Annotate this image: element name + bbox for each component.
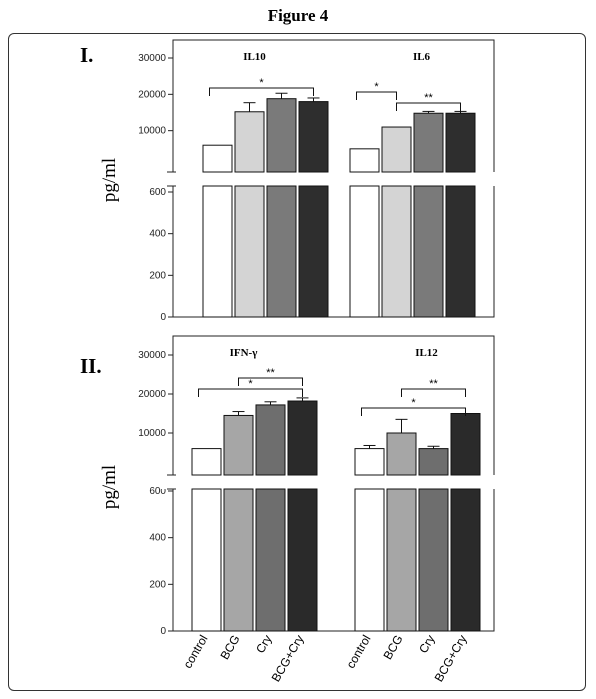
panel2-sig-label: **	[429, 378, 438, 390]
panel2-label: II.	[80, 354, 102, 378]
x-label-Cry: Cry	[416, 633, 437, 656]
panel1-bar-lower-BCG+Cry	[445, 185, 476, 318]
panel1-bar-lower-BCG+Cry	[298, 185, 329, 318]
panel1-bar-Cry	[266, 98, 297, 173]
x-label-control: control	[343, 633, 373, 671]
panel1-ytick-label: 600	[149, 187, 166, 198]
panel1-sig-label: **	[424, 92, 433, 104]
panel2-bar-lower-Cry	[418, 488, 449, 632]
panel1-axis-break	[161, 172, 502, 186]
panel2-bar-lower-BCG	[223, 488, 254, 632]
x-label-BCG+Cry: BCG+Cry	[432, 633, 470, 685]
panel2-ytick-label: 20000	[138, 389, 166, 400]
panel1-bar-BCG+Cry	[445, 112, 476, 173]
panel2-bar-BCG+Cry	[287, 400, 318, 476]
panel2-ylabel: pg/ml	[99, 465, 120, 509]
panel2-bar-lower-control	[354, 488, 385, 632]
panel1-bar-lower-BCG	[381, 185, 412, 318]
panel2-ytick-label: 400	[149, 533, 166, 544]
panel2-sig-label: *	[411, 397, 416, 409]
figure-title: Figure 4	[267, 6, 329, 25]
panel2-bar-lower-BCG+Cry	[450, 488, 481, 632]
panel2-sig-bracket	[401, 388, 466, 397]
panel1-ylabel: pg/ml	[99, 158, 120, 202]
panel2-bar-lower-control	[191, 488, 222, 632]
panel1-sig-label: *	[259, 77, 264, 89]
panel1-group-title: IL6	[413, 51, 431, 63]
panel1-bar-lower-Cry	[266, 185, 297, 318]
panel1-bar-lower-Cry	[413, 185, 444, 318]
panel2-bar-lower-BCG+Cry	[287, 488, 318, 632]
figure-frame	[8, 33, 586, 691]
panel2-ytick-label: 30000	[138, 350, 166, 361]
panel2-ytick-label: 10000	[138, 428, 166, 439]
x-label-BCG: BCG	[217, 633, 242, 663]
panel1-bar-BCG+Cry	[298, 101, 329, 173]
panel1-group-title: IL10	[243, 51, 266, 63]
panel2-ytick-label: 200	[149, 579, 166, 590]
panel2-sig-bracket	[198, 388, 303, 397]
panel2-bar-Cry	[418, 448, 449, 476]
panel1-ytick-label: 20000	[138, 89, 166, 100]
panel2-group-title: IFN-γ	[230, 347, 258, 359]
panel1-sig-bracket	[356, 91, 397, 100]
panel2-bar-control	[191, 448, 222, 476]
x-label-Cry: Cry	[253, 633, 274, 656]
panel2-group-title: IL12	[415, 347, 438, 359]
x-label-BCG: BCG	[380, 633, 405, 663]
panel2-ytick-label: 600	[149, 486, 166, 497]
panel2-sig-label: **	[266, 367, 275, 379]
panel1-bar-Cry	[413, 112, 444, 173]
panel2-bar-lower-Cry	[255, 488, 286, 632]
panel1-bar-BCG	[234, 111, 265, 173]
panel1-bar-BCG	[381, 126, 412, 173]
panel1-bar-lower-BCG	[234, 185, 265, 318]
panel1-bar-lower-control	[349, 185, 380, 318]
x-label-BCG+Cry: BCG+Cry	[269, 633, 307, 685]
panel1-bar-lower-control	[202, 185, 233, 318]
panel1-ytick-label: 400	[149, 229, 166, 240]
panel2-sig-bracket	[361, 407, 466, 416]
panel1-ytick-label: 200	[149, 270, 166, 281]
panel2-ytick-label: 0	[160, 626, 166, 637]
panel2-bar-BCG	[223, 414, 254, 476]
panel2-bar-control	[354, 448, 385, 476]
panel1-sig-bracket	[209, 87, 314, 96]
panel2-axis-break	[161, 475, 502, 489]
panel1-sig-bracket	[396, 102, 461, 111]
panel2-bar-BCG	[386, 432, 417, 476]
panel1-bar-control	[202, 144, 233, 173]
panel2-sig-label: *	[248, 378, 253, 390]
panel2-bar-Cry	[255, 404, 286, 476]
x-label-control: control	[180, 633, 210, 671]
panel1-sig-label: *	[374, 81, 379, 93]
panel2-bar-BCG+Cry	[450, 413, 481, 476]
panel1-ytick-label: 10000	[138, 126, 166, 137]
panel2-bar-lower-BCG	[386, 488, 417, 632]
panel1-label: I.	[80, 43, 93, 67]
panel1-bar-control	[349, 148, 380, 173]
panel1-ytick-label: 0	[160, 312, 166, 323]
panel2-sig-bracket	[238, 377, 303, 386]
panel1-ytick-label: 30000	[138, 53, 166, 64]
